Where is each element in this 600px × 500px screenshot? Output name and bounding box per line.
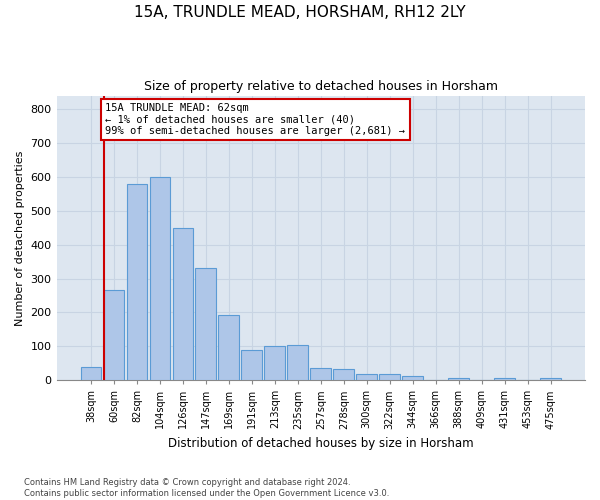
X-axis label: Distribution of detached houses by size in Horsham: Distribution of detached houses by size … xyxy=(168,437,473,450)
Y-axis label: Number of detached properties: Number of detached properties xyxy=(15,150,25,326)
Bar xyxy=(379,374,400,380)
Text: Contains HM Land Registry data © Crown copyright and database right 2024.
Contai: Contains HM Land Registry data © Crown c… xyxy=(24,478,389,498)
Bar xyxy=(127,184,147,380)
Bar xyxy=(448,378,469,380)
Bar xyxy=(173,228,193,380)
Title: Size of property relative to detached houses in Horsham: Size of property relative to detached ho… xyxy=(144,80,498,93)
Bar xyxy=(218,315,239,380)
Bar xyxy=(149,177,170,380)
Text: 15A, TRUNDLE MEAD, HORSHAM, RH12 2LY: 15A, TRUNDLE MEAD, HORSHAM, RH12 2LY xyxy=(134,5,466,20)
Bar xyxy=(494,378,515,380)
Bar xyxy=(403,376,423,380)
Bar xyxy=(334,370,354,380)
Bar xyxy=(241,350,262,380)
Bar xyxy=(356,374,377,380)
Bar xyxy=(287,344,308,380)
Text: 15A TRUNDLE MEAD: 62sqm
← 1% of detached houses are smaller (40)
99% of semi-det: 15A TRUNDLE MEAD: 62sqm ← 1% of detached… xyxy=(106,102,406,136)
Bar xyxy=(104,290,124,380)
Bar xyxy=(265,346,285,380)
Bar xyxy=(196,268,216,380)
Bar xyxy=(540,378,561,380)
Bar xyxy=(310,368,331,380)
Bar xyxy=(80,368,101,380)
